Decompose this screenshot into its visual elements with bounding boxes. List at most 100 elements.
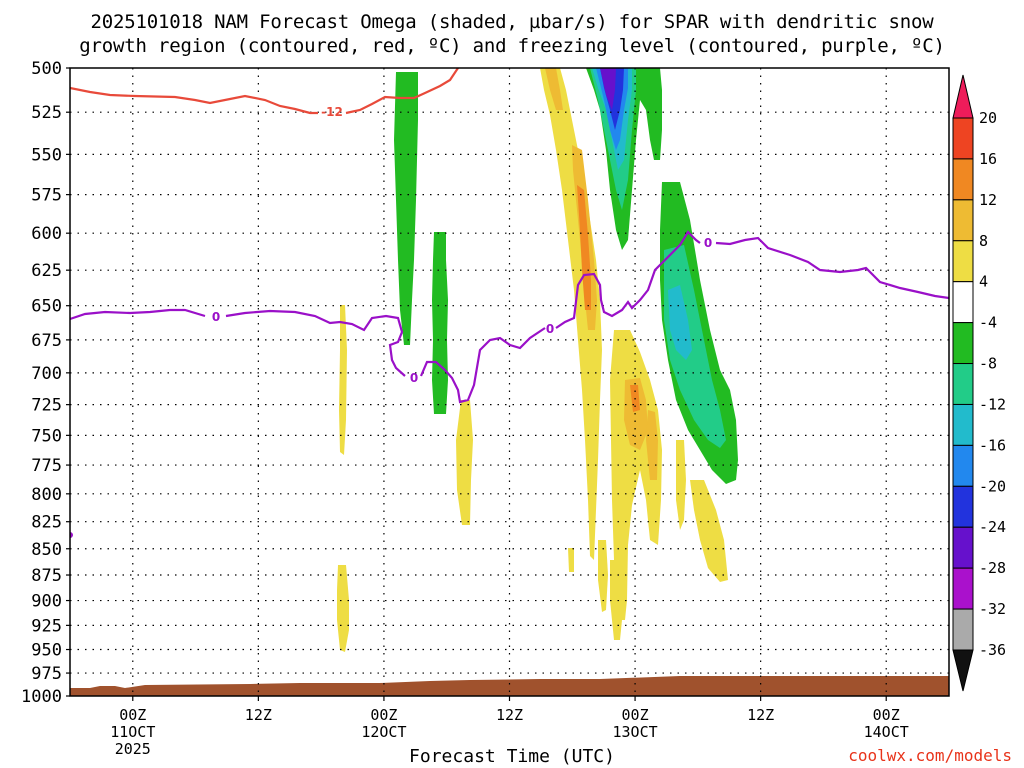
colorbar-bottom-arrow [952,649,974,692]
x-tick-label: 00Z [370,706,397,724]
colorbar-band [952,363,974,405]
y-tick-label: 1000 [21,687,62,707]
freezing-contour-label: 0 [704,236,712,250]
omega-region-y4 [676,440,686,530]
freezing-contour-label: 0 [410,371,418,385]
y-tick-label: 925 [31,616,62,636]
omega-region-y4 [690,480,728,582]
omega-region-y4 [610,560,624,640]
omega-region-y4 [598,540,608,612]
colorbar-band [952,117,974,160]
colorbar: 20 16 12 8 4 -4 -8 -12 -16 -20 -24 -28 -32 -36 [952,74,1006,692]
x-tick-year: 2025 [115,740,151,758]
omega-region-v [600,68,616,110]
y-tick-label: 550 [31,145,62,165]
omega-region-y4 [337,565,349,652]
terrain-surface [70,676,949,696]
x-tick-label: 00Z [119,706,146,724]
colorbar-band [952,322,974,365]
colorbar-label: -36 [979,641,1006,659]
omega-region-y4 [540,68,602,560]
omega-region-y4 [610,330,662,620]
colorbar-band [952,158,974,201]
x-tick-label: 00Z [873,706,900,724]
y-tick-label: 800 [31,485,62,505]
omega-region-y8 [624,378,648,450]
omega-region-y8 [646,410,658,480]
y-tick-label: 700 [31,364,62,384]
dgz-contour-line [70,68,459,115]
terrain-fill [70,676,949,696]
colorbar-band [952,567,974,610]
x-tick-date: 13OCT [612,723,657,741]
colorbar-label: -8 [979,355,997,373]
colorbar-label: -4 [979,314,997,332]
colorbar-band [952,444,974,487]
y-tick-label: 975 [31,664,62,684]
y-tick-label: 750 [31,426,62,446]
colorbar-band [952,281,974,324]
colorbar-band [952,403,974,446]
colorbar-band [952,526,974,569]
omega-region-g [394,72,418,345]
omega-region-y4 [456,400,473,525]
y-tick-label: 525 [31,103,62,123]
x-tick-label: 12Z [245,706,272,724]
y-tick-label: 575 [31,186,62,206]
colorbar-label: 16 [979,150,997,168]
chart-title: 2025101018 NAM Forecast Omega (shaded, µ… [90,11,934,33]
colorbar-label: 8 [979,232,988,250]
omega-shading [337,68,738,652]
x-tick-label: 00Z [622,706,649,724]
y-tick-label: 850 [31,540,62,560]
x-tick-date: 11OCT [110,723,155,741]
omega-region-c [668,285,692,360]
colorbar-label: -32 [979,600,1006,618]
colorbar-label: -16 [979,436,1006,454]
y-tick-label: 650 [31,297,62,317]
colorbar-band [952,240,974,283]
contours: -12 0 0 0 0 [70,68,949,538]
omega-region-g [432,232,448,414]
colorbar-label: 12 [979,191,997,209]
omega-region-y4 [339,305,347,455]
y-tick-label: 775 [31,456,62,476]
x-tick-label: 12Z [496,706,523,724]
colorbar-band [952,485,974,528]
colorbar-label: -24 [979,518,1006,536]
x-tick-date: 14OCT [864,723,909,741]
colorbar-label: -28 [979,559,1006,577]
freezing-contour-label: 0 [212,310,220,324]
colorbar-label: 20 [979,109,997,127]
grid-lines [70,68,949,696]
y-tick-label: 725 [31,396,62,416]
dgz-contour-label: -12 [321,105,343,119]
credit-link[interactable]: coolwx.com/models [848,746,1012,765]
colorbar-label: -12 [979,395,1006,413]
y-tick-label: 900 [31,592,62,612]
colorbar-label: 4 [979,273,988,291]
omega-region-y4 [568,548,574,572]
omega-region-y8 [545,68,563,110]
y-tick-label: 875 [31,566,62,586]
freezing-contour-label: 0 [546,322,554,336]
y-tick-label: 825 [31,513,62,533]
x-tick-date: 12OCT [361,723,406,741]
colorbar-band [952,608,974,651]
colorbar-band [952,199,974,242]
x-tick-label: 12Z [747,706,774,724]
y-tick-label: 600 [31,224,62,244]
colorbar-top-arrow [952,74,974,119]
omega-region-o12 [577,185,591,310]
colorbar-label: -20 [979,477,1006,495]
y-axis-ticks: 500 525 550 575 600 625 650 675 700 725 750 775 800 8… [21,59,70,707]
y-tick-label: 500 [31,59,62,79]
x-axis-label: Forecast Time (UTC) [409,746,615,767]
chart-subtitle: growth region (contoured, red, ºC) and f… [79,35,945,57]
freezing-contour-line [70,230,949,404]
y-tick-label: 950 [31,641,62,661]
y-tick-label: 625 [31,261,62,281]
y-tick-label: 675 [31,331,62,351]
